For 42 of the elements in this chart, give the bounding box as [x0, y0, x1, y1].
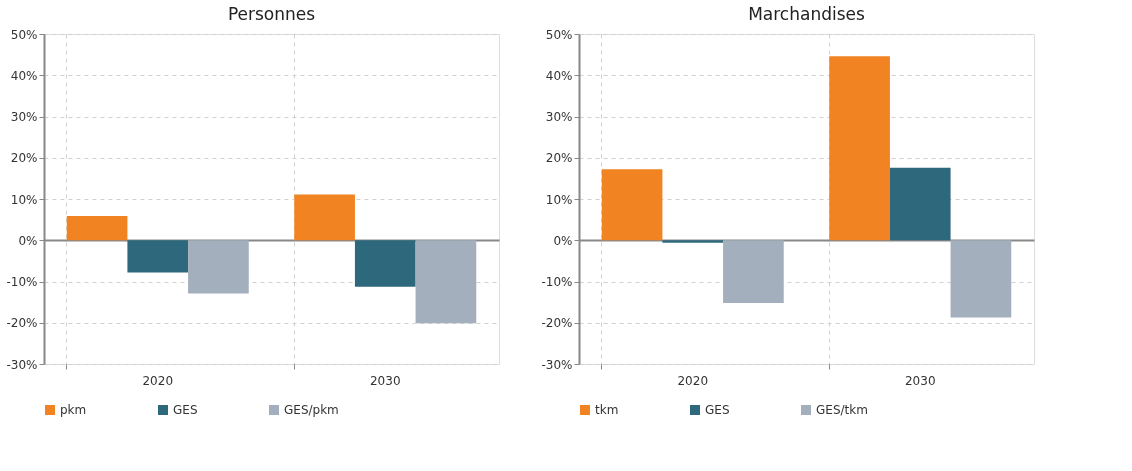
x-tick-label: 2030: [904, 373, 936, 388]
y-tick-label: -20%: [541, 316, 573, 331]
y-tick-label: -10%: [6, 275, 38, 289]
y-tick-label: 50%: [10, 27, 38, 42]
y-tick-label: 10%: [10, 192, 38, 207]
bar: [889, 167, 951, 241]
legend-label: GES/pkm: [284, 403, 339, 417]
y-tick-label: -20%: [6, 316, 38, 331]
x-tick-label: 2020: [142, 373, 174, 388]
legend-label: GES: [173, 403, 198, 417]
y-tick-label: -10%: [541, 275, 573, 289]
bar: [127, 240, 189, 273]
bar: [415, 240, 477, 324]
bar: [601, 169, 663, 241]
y-tick-label: 20%: [10, 151, 38, 166]
y-tick-label: 30%: [545, 110, 573, 124]
x-tick-label: 2020: [677, 373, 709, 388]
y-tick-label: 30%: [10, 110, 38, 124]
bar: [723, 240, 784, 303]
y-tick-label: 40%: [10, 68, 38, 83]
legend-label: pkm: [60, 403, 87, 417]
bar: [66, 215, 128, 241]
legend-label: GES: [705, 403, 730, 417]
bar: [662, 240, 724, 243]
legend-label: tkm: [595, 403, 619, 417]
y-tick-label: 10%: [545, 192, 573, 207]
y-tick-label: 0%: [18, 233, 38, 248]
y-tick-label: -30%: [6, 357, 38, 372]
y-tick-label: 20%: [545, 151, 573, 166]
bar: [950, 240, 1012, 318]
bar: [188, 240, 249, 294]
x-tick-label: 2030: [369, 373, 401, 388]
y-tick-label: -30%: [541, 357, 573, 372]
bar: [829, 56, 890, 241]
bar: [354, 240, 416, 287]
chart-title: Personnes: [227, 4, 316, 24]
legend-label: GES/tkm: [816, 403, 868, 417]
bar: [294, 194, 355, 241]
chart-title: Marchandises: [748, 4, 865, 24]
y-tick-label: 40%: [545, 68, 573, 83]
y-tick-label: 0%: [553, 233, 573, 248]
y-tick-label: 50%: [545, 27, 573, 42]
